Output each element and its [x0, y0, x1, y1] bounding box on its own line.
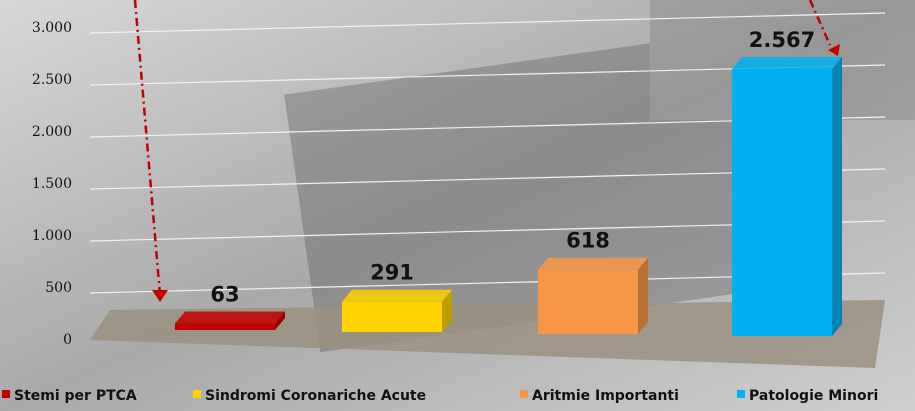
bar	[342, 302, 442, 332]
legend-label: Patologie Minori	[749, 388, 878, 404]
y-tick-label: 1.000	[32, 228, 72, 244]
chart: 0 500 1.000 1.500 2.000 2.500 3.000 63 291 618 2.5…	[0, 0, 915, 411]
value-label: 2.567	[749, 28, 815, 52]
bar	[175, 323, 275, 330]
value-label: 63	[210, 282, 239, 306]
bar	[538, 270, 638, 334]
bar-top	[342, 290, 452, 302]
bar-top	[538, 258, 648, 270]
legend-swatch	[737, 390, 745, 398]
legend-label: Stemi per PTCA	[14, 388, 137, 404]
y-tick-label: 1.500	[32, 176, 72, 192]
bar-top	[732, 57, 842, 69]
y-tick-label: 2.500	[32, 72, 72, 88]
bar-side	[832, 57, 842, 336]
legend-swatch	[520, 390, 528, 398]
value-label: 291	[370, 261, 414, 285]
y-tick-label: 2.000	[32, 124, 72, 140]
y-tick-label: 3.000	[32, 20, 72, 36]
bar	[732, 69, 832, 336]
value-label: 618	[566, 229, 610, 253]
legend-swatch	[2, 390, 10, 398]
bar-top	[175, 311, 285, 323]
y-tick-label: 500	[45, 280, 72, 296]
y-tick-label: 0	[63, 332, 72, 348]
legend-label: Sindromi Coronariche Acute	[205, 388, 426, 404]
legend-swatch	[193, 390, 201, 398]
legend-label: Aritmie Importanti	[532, 388, 679, 404]
bar-side	[638, 258, 648, 334]
